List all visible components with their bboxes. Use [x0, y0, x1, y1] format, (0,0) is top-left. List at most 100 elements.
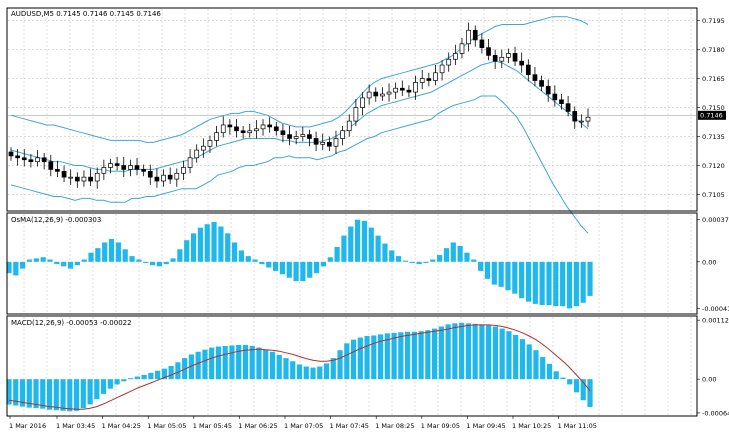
candle[interactable]	[48, 154, 54, 177]
candle[interactable]	[181, 160, 186, 181]
candle[interactable]	[114, 156, 120, 171]
histogram-bar	[364, 335, 370, 380]
candle[interactable]	[426, 72, 432, 87]
candle[interactable]	[108, 158, 113, 174]
candle[interactable]	[68, 169, 74, 185]
candle[interactable]	[419, 69, 425, 90]
macd-panel[interactable]: MACD(12,26,9) -0.00053 -0.00022 0.001120…	[6, 315, 729, 417]
candle[interactable]	[492, 49, 498, 69]
candle[interactable]	[585, 108, 591, 127]
candle[interactable]	[134, 157, 140, 176]
candle[interactable]	[545, 79, 551, 102]
candle[interactable]	[559, 94, 564, 110]
candle[interactable]	[287, 125, 292, 146]
candle[interactable]	[565, 95, 571, 117]
candle[interactable]	[61, 165, 67, 182]
candle[interactable]	[81, 170, 87, 187]
candle[interactable]	[399, 80, 405, 96]
histogram-bar	[355, 219, 361, 262]
candle[interactable]	[552, 85, 558, 107]
candle[interactable]	[433, 65, 438, 86]
histogram-bar	[283, 358, 289, 380]
candle[interactable]	[35, 150, 40, 167]
candle[interactable]	[373, 87, 379, 102]
candle[interactable]	[214, 125, 219, 147]
candle[interactable]	[406, 85, 412, 97]
candle[interactable]	[380, 87, 385, 101]
candle[interactable]	[260, 119, 266, 136]
candle[interactable]	[207, 135, 213, 153]
candle[interactable]	[227, 119, 233, 135]
candle[interactable]	[293, 130, 299, 145]
candle[interactable]	[572, 106, 578, 129]
candle[interactable]	[446, 52, 452, 72]
candle[interactable]	[519, 52, 525, 73]
candle[interactable]	[154, 168, 160, 188]
candle[interactable]	[187, 149, 193, 174]
candle[interactable]	[128, 159, 133, 177]
candle[interactable]	[506, 48, 511, 64]
candle[interactable]	[194, 144, 200, 163]
candle[interactable]	[360, 92, 365, 116]
histogram-bar	[231, 242, 238, 262]
osma-panel[interactable]: OsMA(12,26,9) -0.000303 0.00037 0.00 -0.00…	[6, 212, 729, 315]
candle[interactable]	[74, 172, 80, 188]
candle[interactable]	[174, 168, 180, 187]
candle[interactable]	[254, 120, 259, 139]
candle[interactable]	[393, 82, 399, 99]
candle[interactable]	[21, 149, 27, 167]
candle[interactable]	[340, 125, 345, 146]
histogram-bar	[580, 261, 586, 303]
candle[interactable]	[141, 164, 146, 177]
candle[interactable]	[512, 46, 518, 67]
candle[interactable]	[532, 66, 538, 87]
histogram-bar	[67, 379, 73, 412]
candle[interactable]	[525, 59, 531, 82]
candle[interactable]	[15, 149, 20, 166]
price-panel[interactable]: AUDUSD,M5 0.7145 0.7146 0.7145 0.7146 0.…	[6, 7, 726, 234]
candle[interactable]	[247, 123, 253, 138]
candle[interactable]	[307, 129, 312, 147]
candle[interactable]	[459, 37, 465, 59]
candle[interactable]	[472, 25, 478, 47]
candle[interactable]	[88, 168, 93, 186]
candle[interactable]	[333, 130, 339, 154]
candle[interactable]	[267, 117, 273, 133]
candle[interactable]	[326, 136, 332, 152]
candle[interactable]	[240, 125, 246, 139]
candle[interactable]	[200, 138, 206, 158]
candle[interactable]	[579, 114, 584, 128]
candle[interactable]	[453, 44, 458, 66]
candle[interactable]	[167, 167, 173, 184]
macd-histogram	[6, 322, 593, 412]
candle[interactable]	[234, 119, 239, 138]
candle[interactable]	[8, 147, 14, 161]
candlesticks[interactable]	[8, 22, 591, 189]
candle[interactable]	[346, 114, 352, 137]
candle[interactable]	[161, 169, 166, 187]
candle[interactable]	[300, 126, 306, 142]
candle[interactable]	[320, 133, 326, 151]
candle[interactable]	[101, 159, 107, 181]
candle[interactable]	[55, 160, 60, 178]
candle[interactable]	[366, 84, 372, 105]
candle[interactable]	[41, 152, 47, 170]
candle[interactable]	[486, 38, 491, 61]
candle[interactable]	[280, 123, 286, 143]
candle[interactable]	[466, 22, 471, 52]
candle[interactable]	[220, 116, 226, 138]
candle[interactable]	[94, 167, 100, 189]
candle[interactable]	[273, 122, 279, 136]
candle[interactable]	[539, 75, 544, 92]
candle[interactable]	[121, 156, 127, 178]
candle[interactable]	[479, 33, 485, 54]
candle[interactable]	[313, 131, 319, 152]
candle[interactable]	[413, 75, 418, 100]
candle[interactable]	[147, 164, 153, 185]
candle[interactable]	[499, 49, 505, 68]
candle[interactable]	[353, 98, 359, 126]
candle[interactable]	[28, 153, 34, 168]
candle[interactable]	[386, 83, 392, 102]
candle[interactable]	[439, 60, 445, 81]
